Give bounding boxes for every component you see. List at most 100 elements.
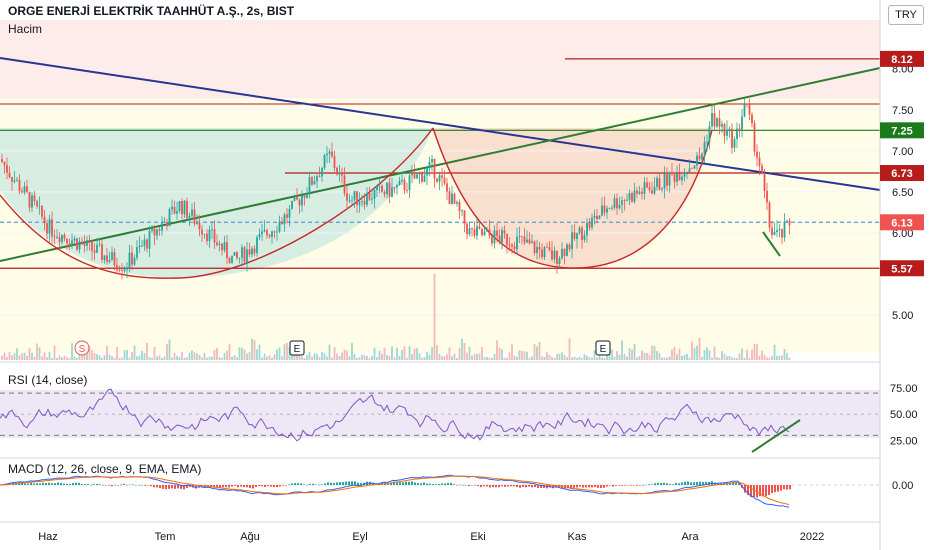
candle-body — [218, 243, 221, 245]
volume-bar — [533, 343, 536, 360]
volume-bar — [778, 355, 781, 360]
volume-bar — [648, 354, 651, 360]
macd-histogram-bar — [423, 482, 425, 485]
cup-curve-right — [432, 127, 713, 269]
macd-histogram-bar — [315, 484, 317, 486]
macd-histogram-bar — [447, 482, 449, 485]
volume-bar — [633, 344, 636, 360]
volume-bar — [381, 353, 383, 360]
time-axis[interactable]: Haz Tem Ağu Eyl Eki Kas Ara 2022 — [38, 531, 824, 543]
candle-body — [148, 230, 151, 249]
candle-body — [353, 191, 356, 200]
candle-body — [301, 195, 303, 206]
macd-histogram-bar — [342, 482, 344, 485]
candle-body — [341, 172, 343, 176]
macd-histogram-bar — [72, 483, 74, 485]
macd-histogram-bar — [279, 485, 281, 487]
macd-histogram-bar — [177, 485, 179, 489]
candle-body — [258, 234, 261, 238]
volume-bar — [216, 347, 218, 360]
volume-bar — [508, 352, 511, 360]
candle-body — [478, 226, 481, 229]
macd-histogram-bar — [555, 485, 557, 488]
volume-bar — [786, 353, 788, 360]
candle-body — [511, 244, 513, 247]
macd-histogram-bar — [267, 485, 269, 487]
volume-bar — [753, 343, 756, 360]
macd-histogram-bar — [627, 485, 629, 486]
candle-body — [11, 177, 13, 182]
price-axis[interactable]: 5.006.006.507.007.508.008.127.256.736.13… — [880, 50, 924, 322]
macd-axis[interactable]: 0.00 — [892, 480, 913, 492]
volume-bar — [116, 347, 118, 360]
macd-histogram-bar — [141, 484, 143, 486]
macd-histogram-bar — [27, 483, 29, 485]
volume-bar — [23, 352, 26, 360]
volume-bar — [33, 356, 36, 360]
candle-body — [776, 229, 778, 232]
candle-body — [533, 241, 536, 254]
candle-body — [296, 197, 298, 200]
volume-bar — [278, 347, 281, 360]
volume-bar — [626, 356, 628, 360]
candle-body — [696, 155, 698, 166]
volume-bar — [601, 357, 603, 360]
volume-bar — [98, 355, 101, 360]
macd-histogram-bar — [483, 485, 485, 487]
macd-histogram-bar — [174, 485, 176, 489]
candle-body — [458, 201, 461, 212]
volume-bar — [313, 353, 316, 360]
candle-body — [241, 247, 243, 258]
candle-body — [488, 229, 491, 236]
macd-histogram-bar — [297, 483, 299, 485]
volume-bar — [166, 343, 168, 360]
volume-bar — [101, 357, 103, 360]
candle-body — [211, 229, 213, 231]
macd-histogram-bar — [603, 485, 605, 488]
candle-body — [13, 180, 16, 182]
marker-label: E — [294, 344, 301, 355]
macd-histogram-bar — [537, 485, 539, 489]
macd-histogram-bar — [114, 484, 116, 486]
macd-histogram-bar — [93, 484, 95, 485]
macd-histogram-bar — [180, 485, 182, 489]
volume-bar — [233, 355, 236, 360]
rsi-axis[interactable]: 75.00 50.00 25.00 — [890, 383, 918, 448]
volume-bar — [446, 354, 448, 360]
volume-bar — [141, 350, 143, 360]
candle-body — [668, 172, 671, 186]
price-level-tag-label: 7.25 — [891, 125, 912, 137]
volume-bar — [453, 353, 456, 360]
volume-bar — [346, 350, 348, 360]
currency-badge[interactable]: TRY — [888, 5, 924, 25]
macd-histogram-bar — [753, 485, 755, 498]
volume-bar — [561, 352, 563, 360]
macd-histogram-bar — [198, 485, 200, 488]
volume-bar — [213, 350, 216, 360]
volume-bar — [566, 357, 568, 360]
candle-body — [76, 238, 78, 250]
candle-body — [198, 222, 201, 230]
volume-bar — [48, 351, 51, 360]
macd-histogram-bar — [507, 485, 509, 487]
macd-histogram-bar — [357, 482, 359, 485]
macd-histogram-bar — [228, 485, 230, 488]
candle-body — [256, 237, 258, 254]
candle-body — [283, 214, 286, 225]
volume-bar — [236, 357, 238, 360]
volume-bar — [16, 348, 18, 360]
candle-body — [706, 141, 708, 143]
earnings-marker-icon — [289, 340, 305, 356]
candle-body — [86, 240, 88, 246]
candle-body — [518, 236, 521, 237]
volume-bar — [536, 346, 538, 360]
volume-bar — [751, 349, 753, 360]
candle-body — [136, 247, 138, 258]
macd-histogram-bar — [717, 482, 719, 485]
macd-histogram-bar — [504, 485, 506, 487]
volume-bar — [71, 343, 73, 360]
volume-bar — [113, 357, 116, 360]
macd-histogram-bar — [684, 481, 686, 485]
candle-body — [648, 187, 651, 191]
